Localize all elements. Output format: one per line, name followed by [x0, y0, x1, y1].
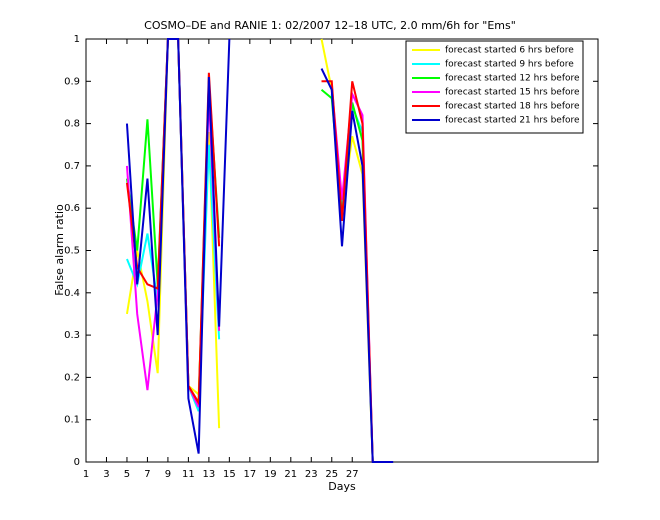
y-tick-label: 0.7 — [64, 161, 80, 172]
x-tick-label: 5 — [124, 469, 130, 480]
legend-label: forecast started 18 hrs before — [445, 102, 580, 112]
y-tick-label: 0.9 — [64, 76, 80, 87]
y-tick-label: 0.2 — [64, 372, 80, 383]
series-line — [321, 80, 374, 463]
x-tick-label: 9 — [165, 469, 171, 480]
y-tick-label: 0.1 — [64, 415, 80, 426]
x-tick-label: 17 — [243, 469, 256, 480]
x-tick-label: 15 — [223, 469, 236, 480]
legend-label: forecast started 15 hrs before — [445, 88, 580, 98]
legend-label: forecast started 6 hrs before — [445, 46, 574, 56]
series-line — [320, 68, 394, 463]
x-tick-label: 13 — [203, 469, 216, 480]
y-tick-label: 0 — [74, 457, 80, 468]
series-line — [125, 38, 231, 454]
x-tick-label: 7 — [144, 469, 150, 480]
x-axis-label: Days — [328, 480, 356, 493]
x-tick-label: 25 — [325, 469, 338, 480]
y-tick-label: 0.4 — [64, 288, 80, 299]
legend-box — [405, 40, 584, 134]
legend-label: forecast started 12 hrs before — [445, 74, 580, 84]
y-tick-label: 1 — [74, 34, 80, 45]
legend: forecast started 6 hrs before forecast st… — [405, 40, 584, 134]
legend-label: forecast started 9 hrs before — [445, 60, 574, 70]
y-tick-label: 0.3 — [64, 330, 80, 341]
y-axis-label: False alarm ratio — [53, 204, 66, 296]
x-tick-label: 11 — [182, 469, 195, 480]
x-tick-label: 19 — [264, 469, 277, 480]
x-tick-label: 1 — [83, 469, 89, 480]
y-tick-label: 0.6 — [64, 203, 80, 214]
legend-label: forecast started 21 hrs before — [445, 116, 580, 126]
chart-title: COSMO–DE and RANIE 1: 02/2007 12–18 UTC,… — [144, 19, 516, 32]
x-tick-label: 21 — [284, 469, 297, 480]
x-tick-label: 3 — [103, 469, 109, 480]
y-tick-label: 0.8 — [64, 119, 80, 130]
x-tick-label: 27 — [346, 469, 359, 480]
y-tick-label: 0.5 — [64, 246, 80, 257]
x-tick-label: 23 — [305, 469, 318, 480]
